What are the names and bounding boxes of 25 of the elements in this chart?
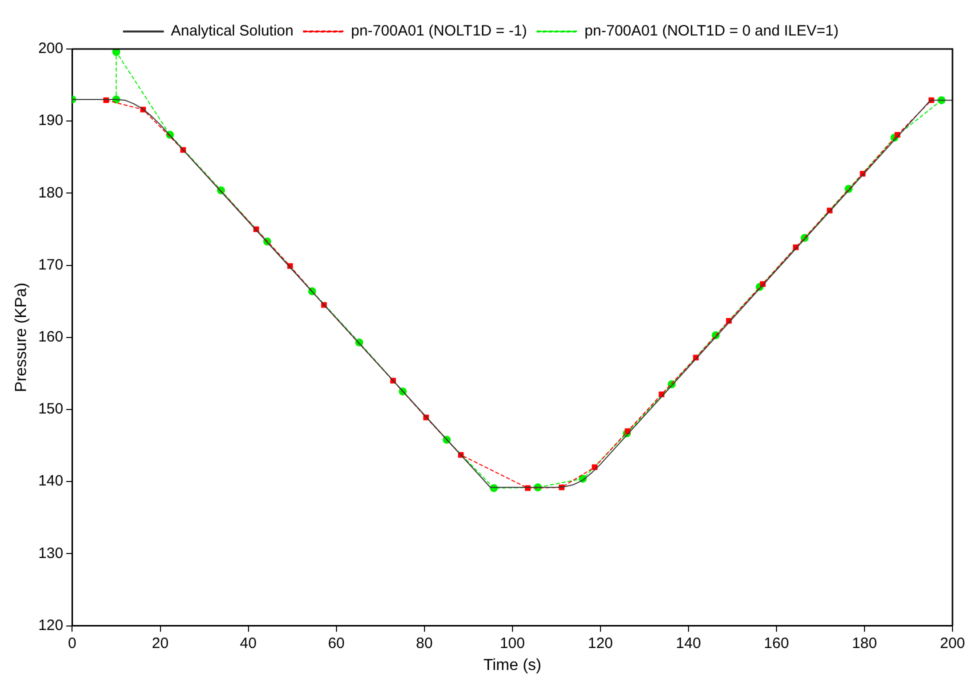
x-tick-label: 40 xyxy=(240,634,257,652)
y-tick-label: 150 xyxy=(38,400,64,418)
legend-label: pn-700A01 (NOLT1D = 0 and ILEV=1) xyxy=(584,22,839,40)
x-tick-label: 180 xyxy=(852,634,877,652)
y-tick-label: 120 xyxy=(38,616,64,634)
y-tick-label: 180 xyxy=(38,184,64,202)
x-tick-label: 20 xyxy=(152,634,169,652)
x-tick-label: 120 xyxy=(588,634,613,652)
y-tick-label: 200 xyxy=(38,40,64,58)
x-tick-label: 200 xyxy=(940,634,965,652)
y-tick-label: 130 xyxy=(38,544,64,562)
y-tick-label: 170 xyxy=(38,256,64,274)
legend-label: pn-700A01 (NOLT1D = -1) xyxy=(350,22,528,40)
x-tick-label: 100 xyxy=(500,634,525,652)
x-tick-label: 0 xyxy=(68,634,76,652)
x-tick-label: 140 xyxy=(676,634,701,652)
x-tick-label: 160 xyxy=(764,634,789,652)
x-tick-label: 80 xyxy=(416,634,433,652)
y-tick-label: 160 xyxy=(38,328,64,346)
y-axis-title: Pressure (KPa) xyxy=(13,282,30,392)
x-axis-title: Time (s) xyxy=(483,656,542,674)
y-tick-label: 190 xyxy=(38,112,64,130)
y-tick-label: 140 xyxy=(38,472,64,490)
x-tick-label: 60 xyxy=(328,634,345,652)
legend-label: Analytical Solution xyxy=(170,22,294,40)
